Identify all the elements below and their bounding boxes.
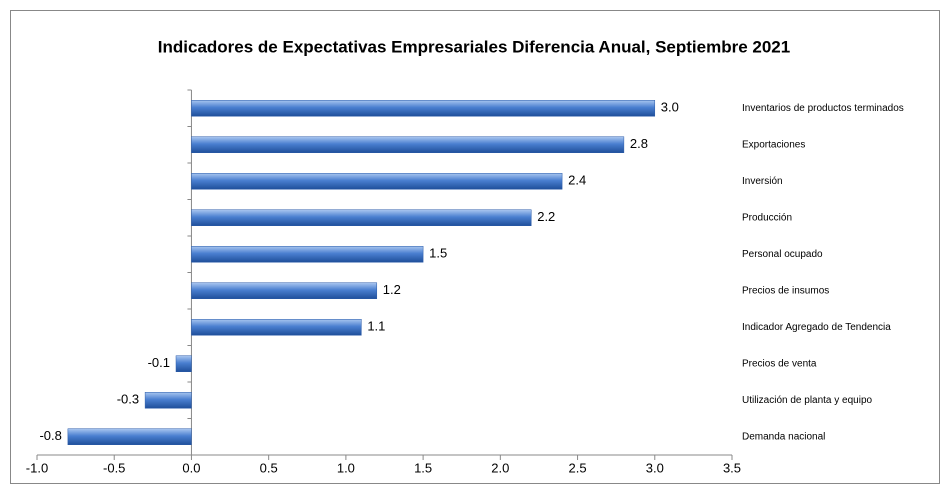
x-tick-label: 2.0 (491, 460, 509, 475)
x-tick-label: 1.5 (414, 460, 432, 475)
bar (191, 100, 656, 117)
category-label: Precios de insumos (742, 285, 829, 296)
value-label: 3.0 (661, 100, 679, 115)
x-tick-label: 3.0 (646, 460, 664, 475)
value-label: 2.2 (537, 209, 555, 224)
value-label: 2.4 (568, 173, 586, 188)
bar (144, 392, 192, 409)
value-label: 1.5 (429, 246, 447, 261)
category-label: Personal ocupado (742, 249, 823, 260)
chart-border (10, 10, 940, 484)
category-label: Indicador Agregado de Tendencia (742, 322, 891, 333)
value-label: -0.3 (117, 392, 139, 407)
bar (191, 282, 378, 299)
x-tick-label: -1.0 (26, 460, 48, 475)
chart-title: Indicadores de Expectativas Empresariale… (158, 37, 790, 56)
bar (191, 209, 532, 226)
value-label: -0.8 (39, 428, 61, 443)
bar (191, 173, 563, 190)
bar (67, 428, 192, 445)
bar (191, 319, 362, 336)
value-label: 2.8 (630, 136, 648, 151)
value-label: 1.1 (367, 319, 385, 334)
category-label: Demanda nacional (742, 431, 825, 442)
category-label: Producción (742, 212, 792, 223)
x-tick-label: -0.5 (103, 460, 125, 475)
category-label: Inventarios de productos terminados (742, 103, 904, 114)
bar (175, 355, 192, 372)
category-label: Precios de venta (742, 358, 817, 369)
x-tick-label: 2.5 (569, 460, 587, 475)
category-label: Inversión (742, 176, 783, 187)
x-tick-label: 3.5 (723, 460, 741, 475)
category-label: Exportaciones (742, 139, 805, 150)
bar (191, 246, 424, 263)
value-label: -0.1 (148, 355, 170, 370)
category-label: Utilización de planta y equipo (742, 395, 873, 406)
bar (191, 136, 625, 153)
x-tick-label: 0.5 (260, 460, 278, 475)
value-label: 1.2 (383, 282, 401, 297)
x-tick-label: 1.0 (337, 460, 355, 475)
x-tick-label: 0.0 (182, 460, 200, 475)
